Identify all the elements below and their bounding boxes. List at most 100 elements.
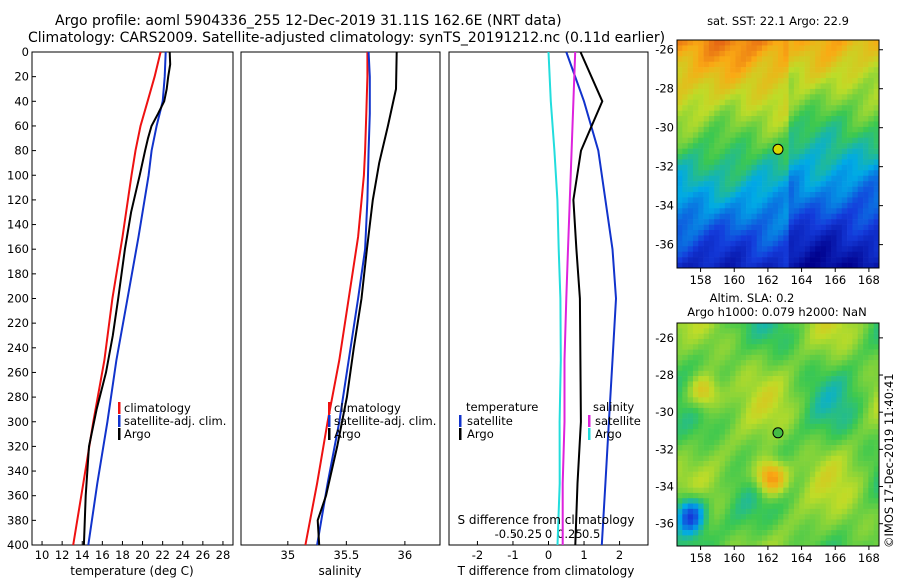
heatmap-cell — [756, 110, 763, 117]
heatmap-cell — [820, 126, 827, 133]
heatmap-cell — [809, 540, 816, 547]
heatmap-cell — [708, 99, 715, 106]
heatmap-cell — [740, 450, 747, 457]
heatmap-cell — [756, 461, 763, 467]
heatmap-cell — [799, 471, 805, 478]
heatmap-cell — [708, 450, 715, 457]
heatmap-cell — [852, 450, 859, 457]
heatmap-cell — [793, 445, 800, 451]
heatmap-cell — [708, 219, 715, 225]
heatmap-cell — [756, 88, 763, 95]
heatmap-cell — [724, 418, 731, 425]
heatmap-cell — [852, 455, 859, 462]
heatmap-cell — [863, 224, 869, 231]
heatmap-cell — [825, 105, 832, 111]
heatmap-cell — [751, 240, 758, 247]
heatmap-cell — [857, 429, 864, 435]
heatmap-cell — [735, 224, 742, 231]
heatmap-cell — [799, 376, 805, 382]
heatmap-cell — [677, 386, 683, 393]
heatmap-cell — [831, 208, 837, 215]
heatmap-cell — [857, 105, 864, 111]
heatmap-cell — [692, 365, 699, 372]
heatmap-cell — [783, 466, 789, 472]
heatmap-cell — [820, 105, 827, 111]
heatmap-cell — [724, 338, 731, 345]
heatmap-cell — [756, 181, 763, 187]
heatmap-cell — [788, 159, 795, 166]
heatmap-cell — [841, 72, 848, 79]
heatmap-cell — [735, 143, 742, 149]
heatmap-cell — [730, 397, 736, 403]
heatmap-cell — [873, 56, 880, 63]
heatmap-cell — [735, 186, 742, 193]
heatmap-cell — [762, 126, 768, 133]
heatmap-cell — [793, 148, 800, 155]
heatmap-cell — [841, 530, 848, 536]
heatmap-cell — [714, 354, 720, 361]
heatmap-cell — [804, 202, 811, 209]
heatmap-cell — [788, 251, 795, 258]
heatmap-cell — [687, 524, 694, 531]
heatmap-cell — [724, 175, 731, 182]
heatmap-cell — [740, 323, 747, 329]
heatmap-cell — [825, 492, 832, 499]
heatmap-cell — [730, 88, 736, 95]
heatmap-cell — [756, 99, 763, 106]
heatmap-cell — [868, 148, 874, 155]
heatmap-cell — [793, 514, 800, 520]
heatmap-cell — [778, 56, 784, 63]
heatmap-cell — [756, 202, 763, 209]
heatmap-cell — [820, 392, 827, 398]
heatmap-cell — [873, 181, 880, 187]
heatmap-cell — [687, 197, 694, 204]
heatmap-cell — [730, 338, 736, 345]
heatmap-cell — [836, 450, 843, 457]
legend-label-s-satellite: satellite — [595, 414, 641, 428]
heatmap-cell — [772, 94, 779, 101]
heatmap-cell — [804, 159, 811, 166]
heatmap-cell — [868, 376, 874, 382]
heatmap-cell — [825, 230, 832, 236]
heatmap-cell — [724, 450, 731, 457]
heatmap-cell — [703, 482, 710, 488]
heatmap-cell — [724, 508, 731, 515]
heatmap-cell — [809, 208, 816, 215]
heatmap-cell — [799, 94, 805, 101]
heatmap-cell — [804, 83, 811, 90]
heatmap-cell — [703, 192, 710, 198]
legend-swatch-climatology — [328, 402, 331, 414]
heatmap-cell — [735, 386, 742, 393]
heatmap-cell — [809, 386, 816, 393]
heatmap-cell — [831, 323, 837, 329]
heatmap-cell — [719, 170, 726, 177]
heatmap-cell — [687, 445, 694, 451]
heatmap-cell — [719, 208, 726, 215]
heatmap-cell — [746, 397, 752, 403]
heatmap-cell — [841, 230, 848, 236]
heatmap-cell — [793, 175, 800, 182]
heatmap-cell — [714, 230, 720, 236]
heatmap-cell — [703, 450, 710, 457]
heatmap-cell — [698, 164, 704, 171]
heatmap-cell — [730, 360, 736, 366]
t-difference-ticks: -2 -1 0 1 2 — [472, 541, 623, 562]
heatmap-cell — [857, 413, 864, 419]
heatmap-cell — [804, 354, 811, 361]
heatmap-cell — [730, 132, 736, 139]
heatmap-cell — [724, 83, 731, 90]
heatmap-cell — [788, 88, 795, 95]
heatmap-cell — [740, 471, 747, 478]
heatmap-cell — [762, 349, 768, 356]
heatmap-cell — [852, 434, 859, 441]
heatmap-cell — [698, 143, 704, 149]
heatmap-cell — [841, 181, 848, 187]
heatmap-cell — [682, 328, 688, 334]
heatmap-cell — [868, 202, 874, 209]
heatmap-cell — [751, 450, 758, 457]
heatmap-cell — [682, 402, 688, 409]
heatmap-cell — [730, 175, 736, 182]
heatmap-cell — [778, 262, 784, 269]
heatmap-cell — [677, 159, 683, 166]
heatmap-cell — [847, 365, 853, 372]
